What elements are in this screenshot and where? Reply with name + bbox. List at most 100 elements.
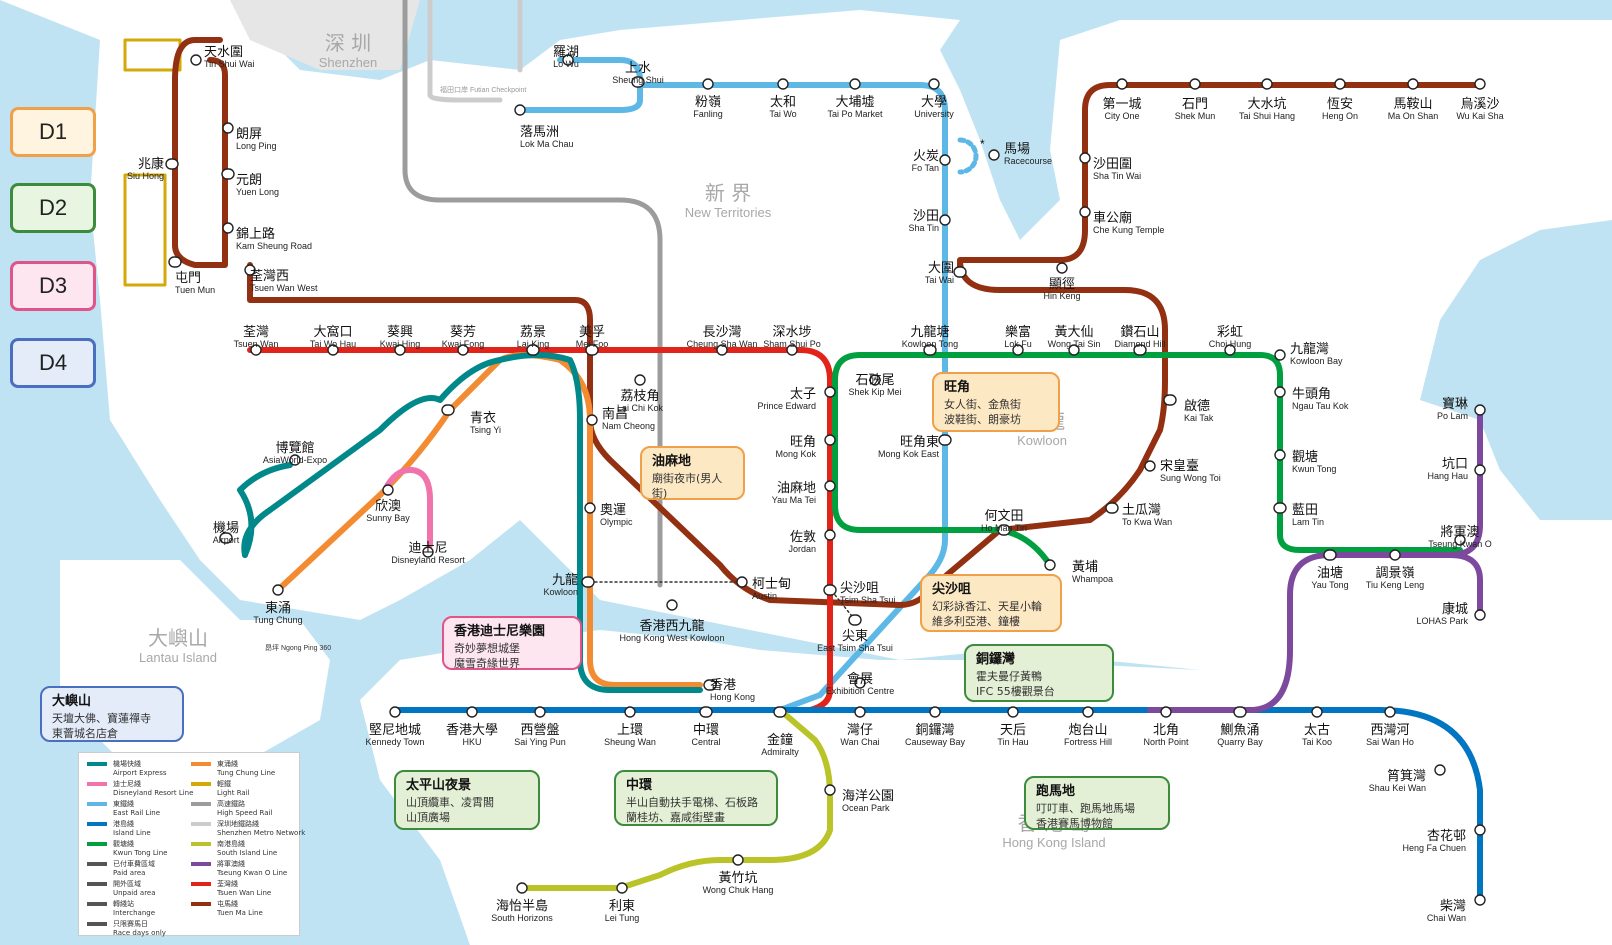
attraction-callout[interactable]: 香港迪士尼樂園 奇妙夢想城堡 魔雪奇緣世界 xyxy=(442,616,582,670)
attraction-callout[interactable]: 中環 半山自動扶手電梯、石板路 蘭桂坊、嘉咸街壁畫 xyxy=(614,770,778,826)
attraction-callout[interactable]: 油麻地 廟街夜市(男人街) xyxy=(640,446,745,500)
attraction-callout[interactable]: 跑馬地 叮叮車、跑馬地馬場 香港賽馬博物館 xyxy=(1024,776,1170,830)
district-button-d2[interactable]: D2 xyxy=(10,183,96,233)
attraction-callout[interactable]: 旺角 女人街、金魚街 波鞋街、朗豪坊 xyxy=(932,372,1060,432)
attraction-callout[interactable]: 太平山夜景 山頂纜車、凌霄閣 山頂廣場 xyxy=(394,770,540,830)
district-button-d1[interactable]: D1 xyxy=(10,107,96,157)
attraction-callout[interactable]: 銅鑼灣 霍夫曼仔黃鴨 IFC 55樓觀景台 xyxy=(964,644,1114,702)
attraction-callout[interactable]: 大嶼山 天壇大佛、寶蓮禪寺 東薈城名店倉 xyxy=(40,686,184,742)
district-button-d4[interactable]: D4 xyxy=(10,338,96,388)
